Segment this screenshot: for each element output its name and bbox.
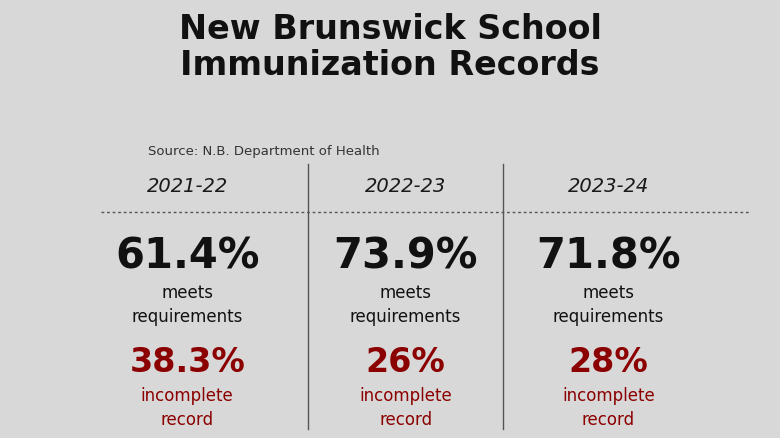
Text: incomplete
record: incomplete record xyxy=(562,387,654,428)
Text: Source: N.B. Department of Health: Source: N.B. Department of Health xyxy=(148,145,380,158)
Text: meets
requirements: meets requirements xyxy=(132,284,243,325)
Text: 2022-23: 2022-23 xyxy=(365,177,446,196)
Text: 71.8%: 71.8% xyxy=(536,235,681,277)
Text: 2021-22: 2021-22 xyxy=(147,177,228,196)
Text: New Brunswick School
Immunization Records: New Brunswick School Immunization Record… xyxy=(179,13,601,81)
Text: incomplete
record: incomplete record xyxy=(141,387,233,428)
Text: 2023-24: 2023-24 xyxy=(568,177,649,196)
Text: 28%: 28% xyxy=(569,345,648,378)
Text: 73.9%: 73.9% xyxy=(333,235,478,277)
Text: meets
requirements: meets requirements xyxy=(350,284,461,325)
Text: 61.4%: 61.4% xyxy=(115,235,260,277)
Text: 38.3%: 38.3% xyxy=(129,345,245,378)
Text: incomplete
record: incomplete record xyxy=(360,387,452,428)
Text: 26%: 26% xyxy=(366,345,445,378)
Text: meets
requirements: meets requirements xyxy=(553,284,664,325)
